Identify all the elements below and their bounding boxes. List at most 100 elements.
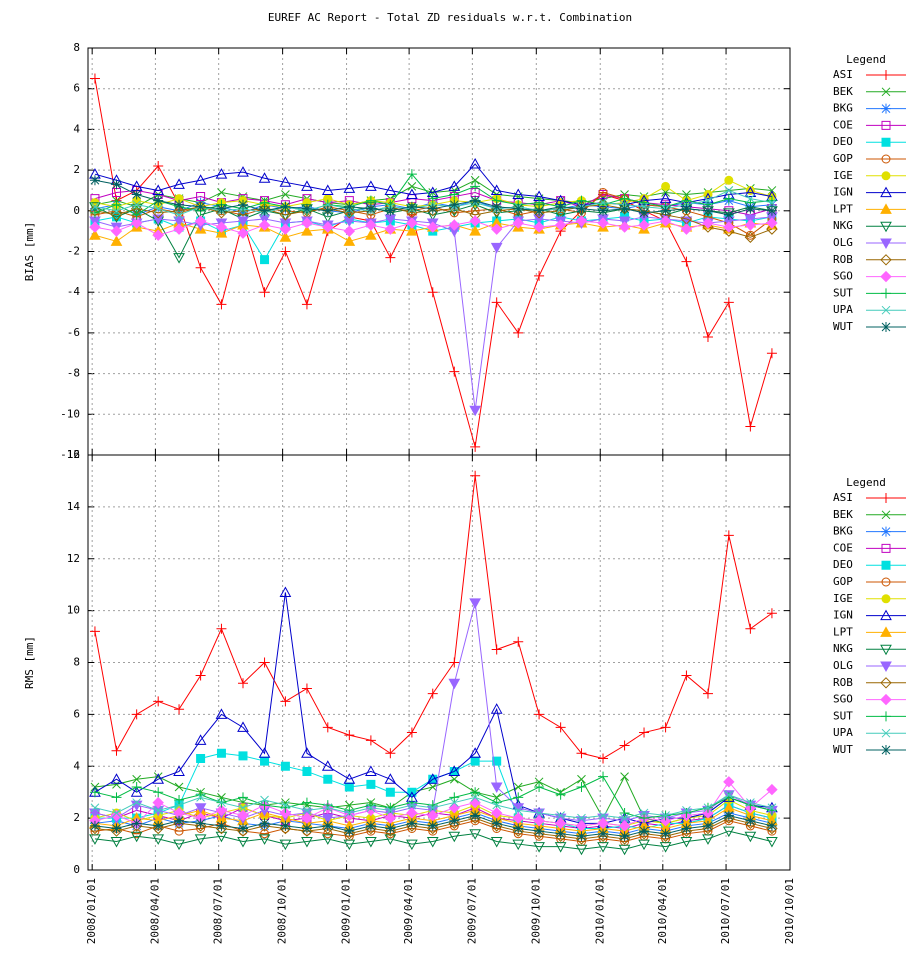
data-point <box>281 798 290 807</box>
data-point <box>745 815 756 826</box>
data-point <box>130 217 143 229</box>
data-point <box>723 209 734 220</box>
data-point <box>597 817 609 830</box>
data-point <box>513 792 524 803</box>
legend-marker <box>880 270 892 283</box>
data-point <box>217 798 226 807</box>
legend-label: NKG <box>833 642 853 655</box>
data-point <box>215 708 228 719</box>
data-point <box>575 215 588 227</box>
data-point <box>301 797 312 808</box>
data-point <box>427 193 438 204</box>
legend-label: IGE <box>833 592 853 605</box>
legend-marker <box>881 154 891 164</box>
data-point <box>237 166 249 177</box>
data-point <box>173 839 185 851</box>
data-point <box>619 807 630 818</box>
data-point <box>575 833 588 845</box>
data-point <box>174 794 185 805</box>
data-point <box>131 709 142 720</box>
data-point <box>343 809 356 822</box>
legend-marker <box>881 493 891 503</box>
legend-marker <box>880 238 892 250</box>
x-tick-label: 2008/10/01 <box>276 878 289 944</box>
data-point <box>682 805 691 815</box>
data-point <box>132 774 142 784</box>
data-point <box>702 331 713 342</box>
data-point <box>702 834 714 845</box>
data-point <box>343 225 356 237</box>
data-point <box>406 201 417 212</box>
data-point <box>406 727 417 738</box>
data-point <box>469 225 481 236</box>
data-point <box>449 366 460 377</box>
legend-marker <box>881 526 891 537</box>
data-point <box>681 807 692 818</box>
data-point <box>406 839 418 851</box>
data-point <box>152 822 164 835</box>
data-point <box>110 836 123 848</box>
data-point <box>111 179 122 190</box>
data-point <box>89 834 101 845</box>
legend-marker <box>880 221 892 233</box>
data-point <box>723 810 734 821</box>
data-point <box>110 209 123 221</box>
legend-marker <box>881 510 891 520</box>
plot-frame <box>87 454 791 871</box>
data-point <box>639 727 650 738</box>
legend-title: Legend <box>846 53 886 66</box>
data-point <box>131 209 142 220</box>
data-point <box>680 836 693 848</box>
data-point <box>449 657 460 668</box>
legend-label: OLG <box>833 659 853 672</box>
data-point <box>534 808 544 818</box>
data-point <box>659 830 672 842</box>
data-point <box>280 761 290 771</box>
data-point <box>407 800 417 810</box>
data-point <box>237 216 249 228</box>
data-point <box>576 748 587 759</box>
data-point <box>174 199 185 210</box>
data-point <box>491 818 502 829</box>
data-point <box>194 803 207 814</box>
data-point <box>449 798 459 807</box>
data-point <box>110 809 123 822</box>
data-point <box>217 188 226 197</box>
legend-label: ASI <box>833 491 853 504</box>
data-point <box>660 828 671 839</box>
data-point <box>173 216 185 228</box>
data-point <box>427 287 438 298</box>
legend-marker <box>881 171 891 181</box>
legend-marker <box>880 677 892 689</box>
data-point <box>745 421 756 432</box>
data-point <box>448 203 460 215</box>
data-point <box>448 765 461 776</box>
data-point <box>89 820 100 831</box>
data-point <box>490 807 503 819</box>
legend-marker <box>881 594 891 604</box>
legend-marker <box>881 577 891 587</box>
data-point <box>174 782 184 792</box>
data-point <box>280 696 291 707</box>
data-point <box>260 255 270 265</box>
data-point <box>216 299 227 310</box>
data-point <box>681 203 692 214</box>
data-point <box>260 795 269 805</box>
data-point <box>469 829 481 840</box>
legend-title: Legend <box>846 476 886 489</box>
data-point <box>766 783 778 796</box>
data-point <box>470 441 481 452</box>
data-point <box>448 678 461 690</box>
data-point <box>131 818 142 829</box>
data-point <box>723 193 734 204</box>
data-point <box>321 813 334 825</box>
data-point <box>195 670 206 681</box>
data-point <box>301 812 313 824</box>
data-point <box>301 180 313 191</box>
data-point <box>490 223 503 235</box>
data-point <box>723 221 735 233</box>
data-point <box>258 219 271 231</box>
x-tick-label: 2009/04/01 <box>402 878 415 944</box>
data-point <box>301 747 313 758</box>
data-point <box>681 256 692 267</box>
